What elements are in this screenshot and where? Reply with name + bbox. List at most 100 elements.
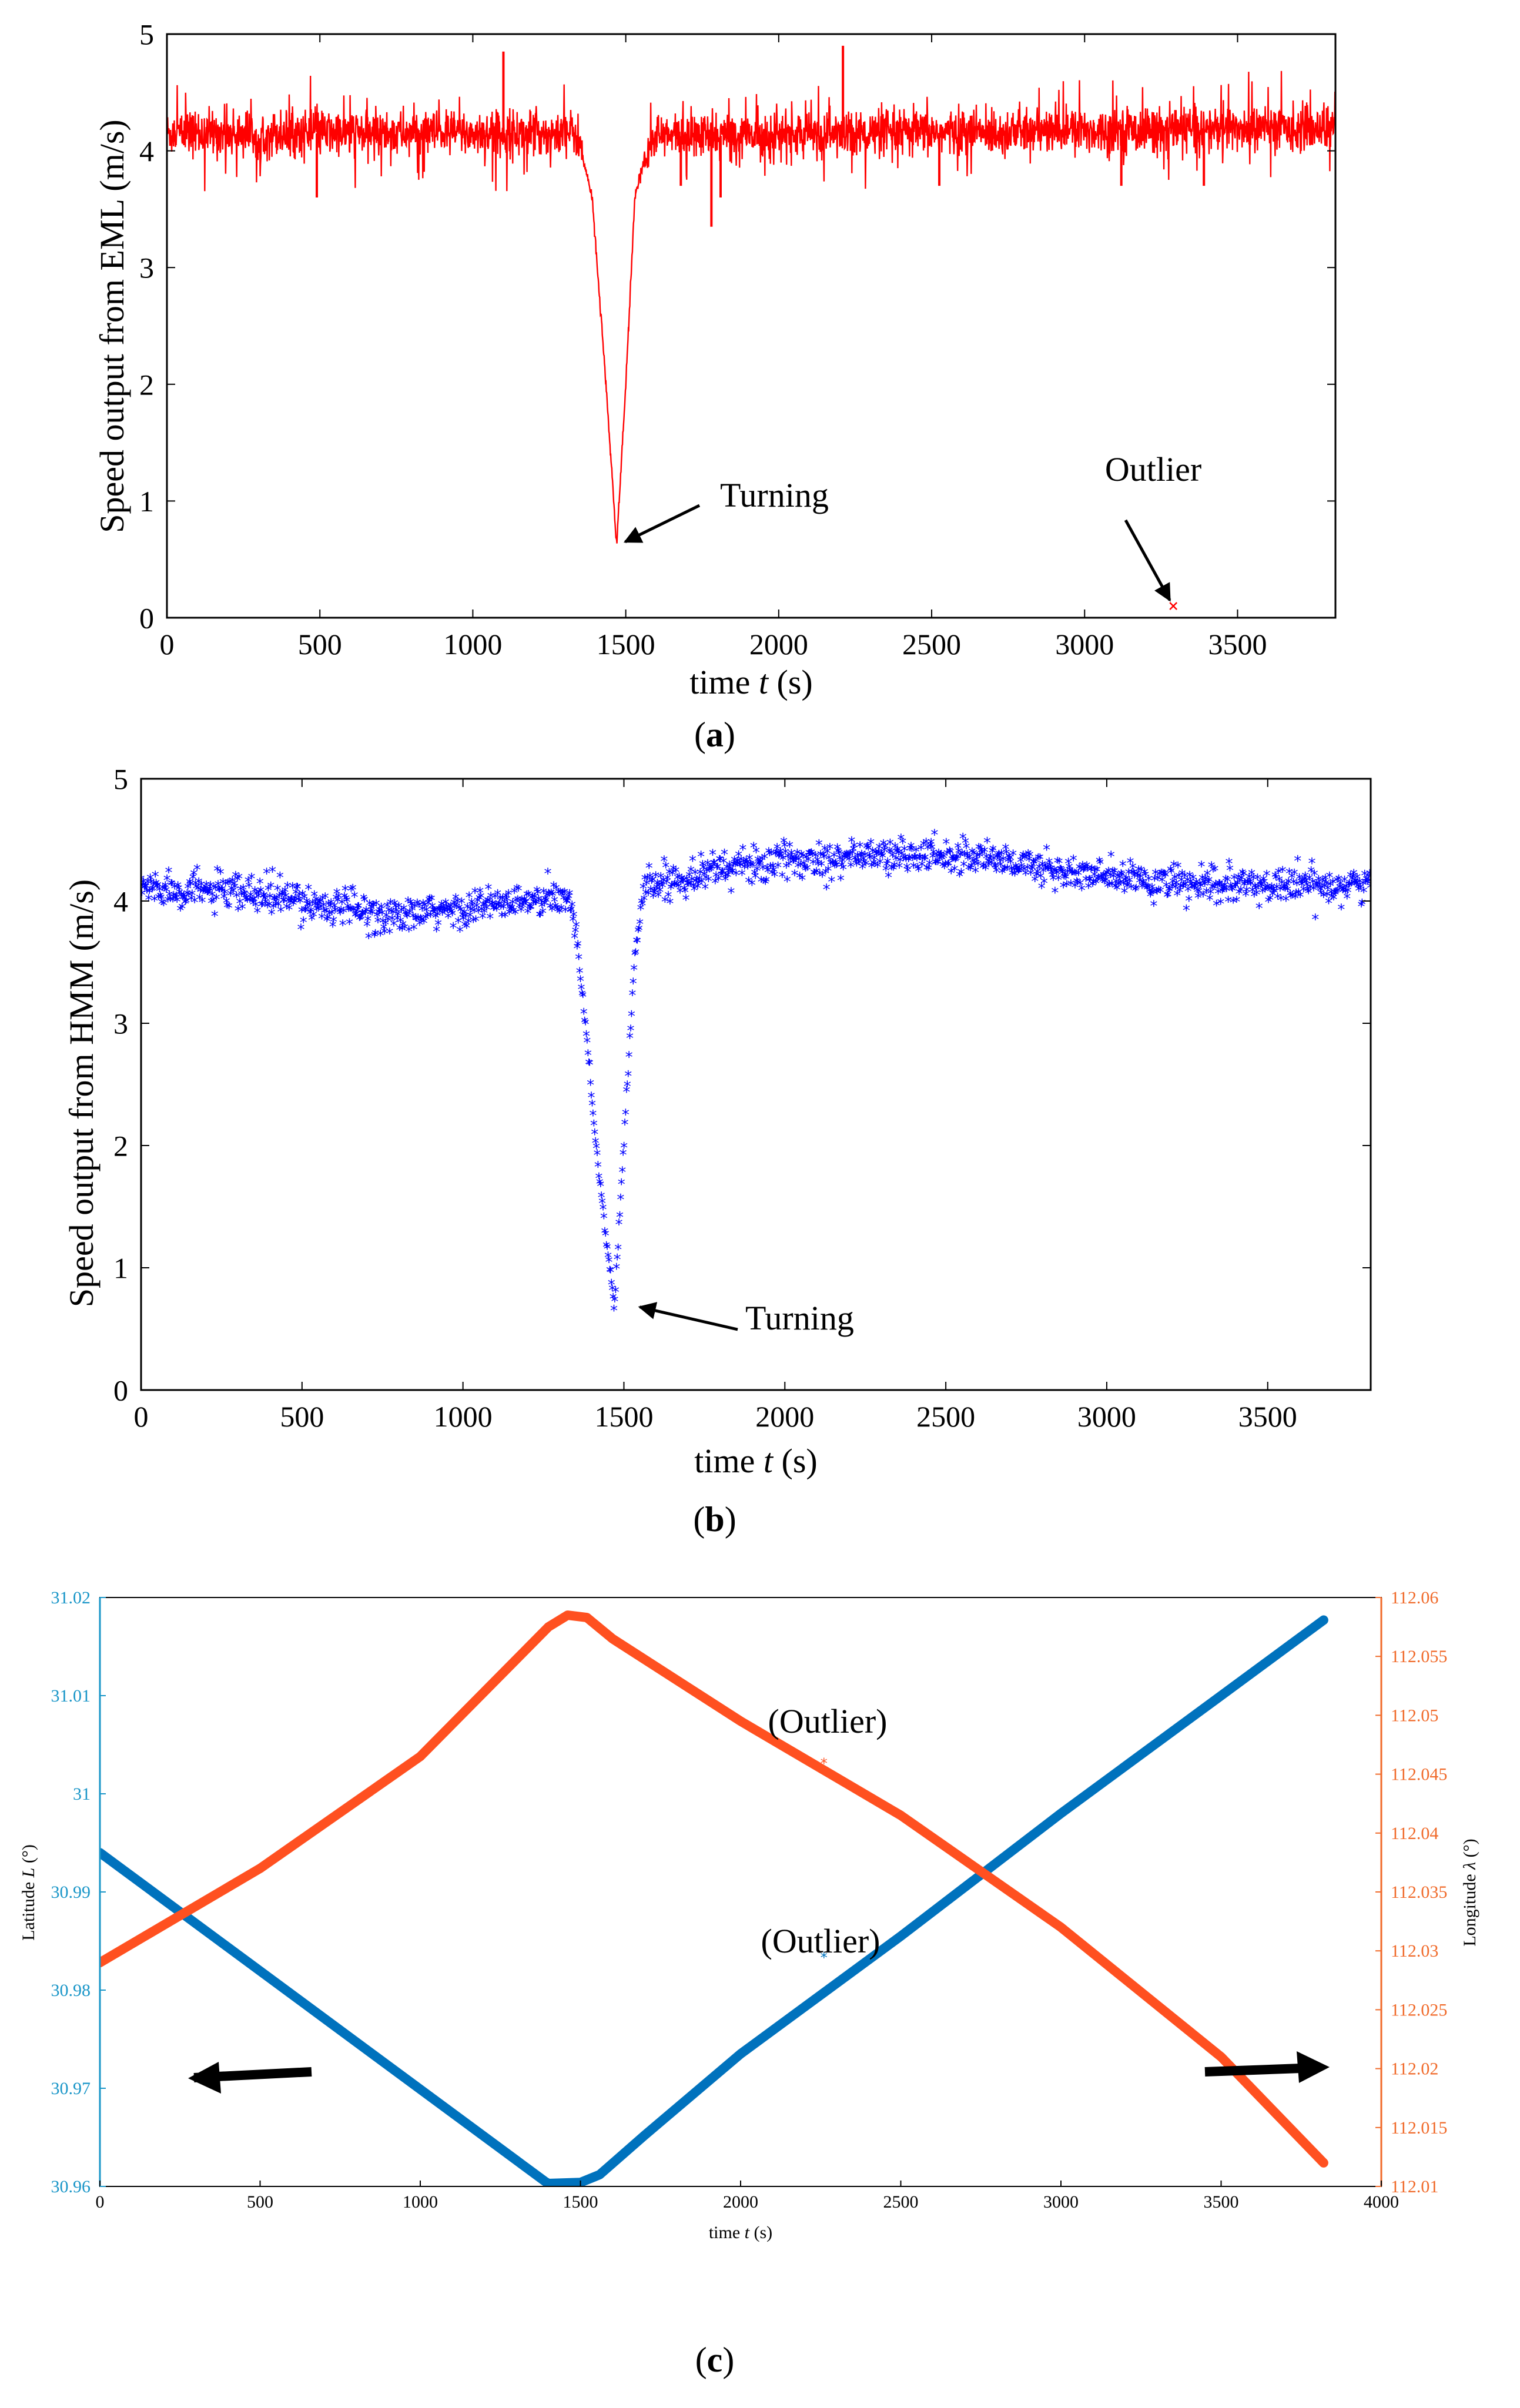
- hmm-speed-point: *: [742, 853, 750, 871]
- hmm-speed-point: *: [253, 887, 260, 905]
- hmm-speed-point: *: [869, 856, 877, 874]
- panel-c-xlabel: time t (s): [709, 2223, 772, 2242]
- hmm-speed-point: *: [928, 836, 935, 853]
- x-tick-label: 1500: [594, 1400, 653, 1433]
- hmm-speed-point: *: [713, 861, 721, 879]
- hmm-speed-point: *: [945, 858, 953, 875]
- hmm-speed-point: *: [622, 1107, 630, 1124]
- hmm-speed-point: *: [527, 902, 534, 919]
- hmm-speed-point: *: [476, 885, 484, 902]
- hmm-speed-point: *: [419, 897, 427, 915]
- hmm-speed-point: *: [794, 846, 801, 864]
- hmm-speed-point: *: [515, 883, 523, 900]
- hmm-speed-point: *: [163, 872, 171, 890]
- hmm-speed-point: *: [946, 846, 954, 863]
- hmm-speed-point: *: [271, 893, 279, 910]
- hmm-speed-point: *: [658, 876, 665, 894]
- hmm-speed-point: *: [518, 893, 525, 910]
- hmm-speed-point: *: [474, 894, 481, 912]
- hmm-speed-point: *: [312, 893, 320, 910]
- hmm-speed-point: *: [839, 855, 846, 872]
- hmm-speed-point: *: [718, 865, 726, 883]
- hmm-speed-point: *: [960, 858, 967, 876]
- hmm-speed-point: *: [212, 882, 219, 899]
- hmm-speed-point: *: [645, 860, 653, 878]
- hmm-speed-point: *: [504, 898, 511, 916]
- hmm-speed-point: *: [740, 855, 748, 873]
- hmm-speed-point: *: [759, 862, 766, 879]
- hmm-speed-point: *: [357, 912, 364, 929]
- hmm-speed-point: *: [173, 894, 181, 912]
- hmm-speed-point: *: [343, 894, 351, 912]
- hmm-speed-point: *: [875, 846, 882, 863]
- hmm-speed-point: *: [435, 902, 443, 920]
- hmm-speed-point: *: [866, 851, 874, 869]
- hmm-speed-point: *: [182, 896, 189, 913]
- hmm-speed-point: *: [728, 865, 736, 883]
- hmm-speed-point: *: [688, 873, 695, 890]
- hmm-speed-point: *: [788, 846, 795, 864]
- hmm-speed-point: *: [903, 860, 910, 878]
- hmm-speed-point: *: [166, 888, 173, 906]
- hmm-speed-point: *: [699, 861, 707, 879]
- hmm-speed-point: *: [420, 915, 428, 933]
- hmm-speed-point: *: [745, 875, 752, 892]
- hmm-speed-point: *: [140, 875, 148, 893]
- y-right-tick-label: 112.01: [1391, 2177, 1438, 2196]
- hmm-speed-point: *: [894, 843, 902, 860]
- hmm-speed-point: *: [652, 869, 659, 887]
- hmm-speed-point: *: [618, 1164, 626, 1182]
- hmm-speed-point: *: [634, 924, 642, 942]
- hmm-speed-point: *: [213, 863, 221, 880]
- panel-b-xlabel: time t (s): [694, 1442, 817, 1480]
- hmm-speed-point: *: [721, 873, 729, 890]
- hmm-speed-point: *: [473, 900, 480, 917]
- hmm-speed-point: *: [422, 911, 430, 929]
- hmm-speed-point: *: [641, 872, 649, 889]
- hmm-speed-point: *: [347, 883, 355, 900]
- hmm-speed-point: *: [801, 861, 809, 879]
- hmm-speed-point: *: [602, 1228, 610, 1245]
- hmm-speed-point: *: [786, 853, 794, 870]
- annotation-turning-a: Turning: [720, 476, 829, 514]
- hmm-speed-point: *: [158, 896, 166, 913]
- hmm-speed-point: *: [220, 890, 227, 908]
- hmm-speed-point: *: [168, 877, 176, 895]
- hmm-speed-point: *: [274, 898, 282, 916]
- hmm-speed-point: *: [746, 852, 754, 869]
- hmm-speed-point: *: [200, 883, 207, 901]
- hmm-speed-point: *: [880, 843, 888, 861]
- hmm-speed-point: *: [651, 885, 659, 903]
- hmm-speed-point: *: [600, 1210, 608, 1228]
- hmm-speed-point: *: [591, 1126, 598, 1144]
- hmm-speed-point: *: [723, 861, 731, 879]
- hmm-speed-point: *: [510, 905, 517, 922]
- hmm-speed-point: *: [342, 892, 350, 910]
- hmm-speed-point: *: [699, 858, 707, 876]
- hmm-speed-point: *: [851, 839, 858, 857]
- hmm-speed-point: *: [804, 853, 812, 871]
- hmm-speed-point: *: [178, 889, 185, 906]
- hmm-speed-point: *: [922, 835, 930, 853]
- hmm-speed-point: *: [366, 897, 373, 915]
- hmm-speed-point: *: [501, 909, 509, 927]
- hmm-speed-point: *: [310, 888, 318, 906]
- hmm-speed-point: *: [410, 921, 418, 939]
- hmm-speed-point: *: [371, 929, 379, 946]
- hmm-speed-point: *: [647, 883, 655, 901]
- x-tick-label: 3500: [1238, 1400, 1297, 1433]
- hmm-speed-point: *: [219, 876, 227, 893]
- turning-arrow-icon: [623, 504, 701, 544]
- hmm-speed-point: *: [597, 1178, 604, 1195]
- hmm-speed-point: *: [915, 863, 922, 880]
- hmm-speed-point: *: [614, 1241, 622, 1259]
- hmm-speed-point: *: [938, 848, 945, 866]
- hmm-speed-point: *: [589, 1107, 597, 1125]
- hmm-speed-point: *: [480, 905, 488, 922]
- hmm-speed-point: *: [314, 902, 322, 920]
- hmm-speed-point: *: [909, 852, 916, 869]
- hmm-speed-point: *: [517, 894, 524, 912]
- hmm-speed-point: *: [138, 872, 145, 890]
- hmm-speed-point: *: [794, 859, 802, 877]
- hmm-speed-point: *: [883, 858, 890, 875]
